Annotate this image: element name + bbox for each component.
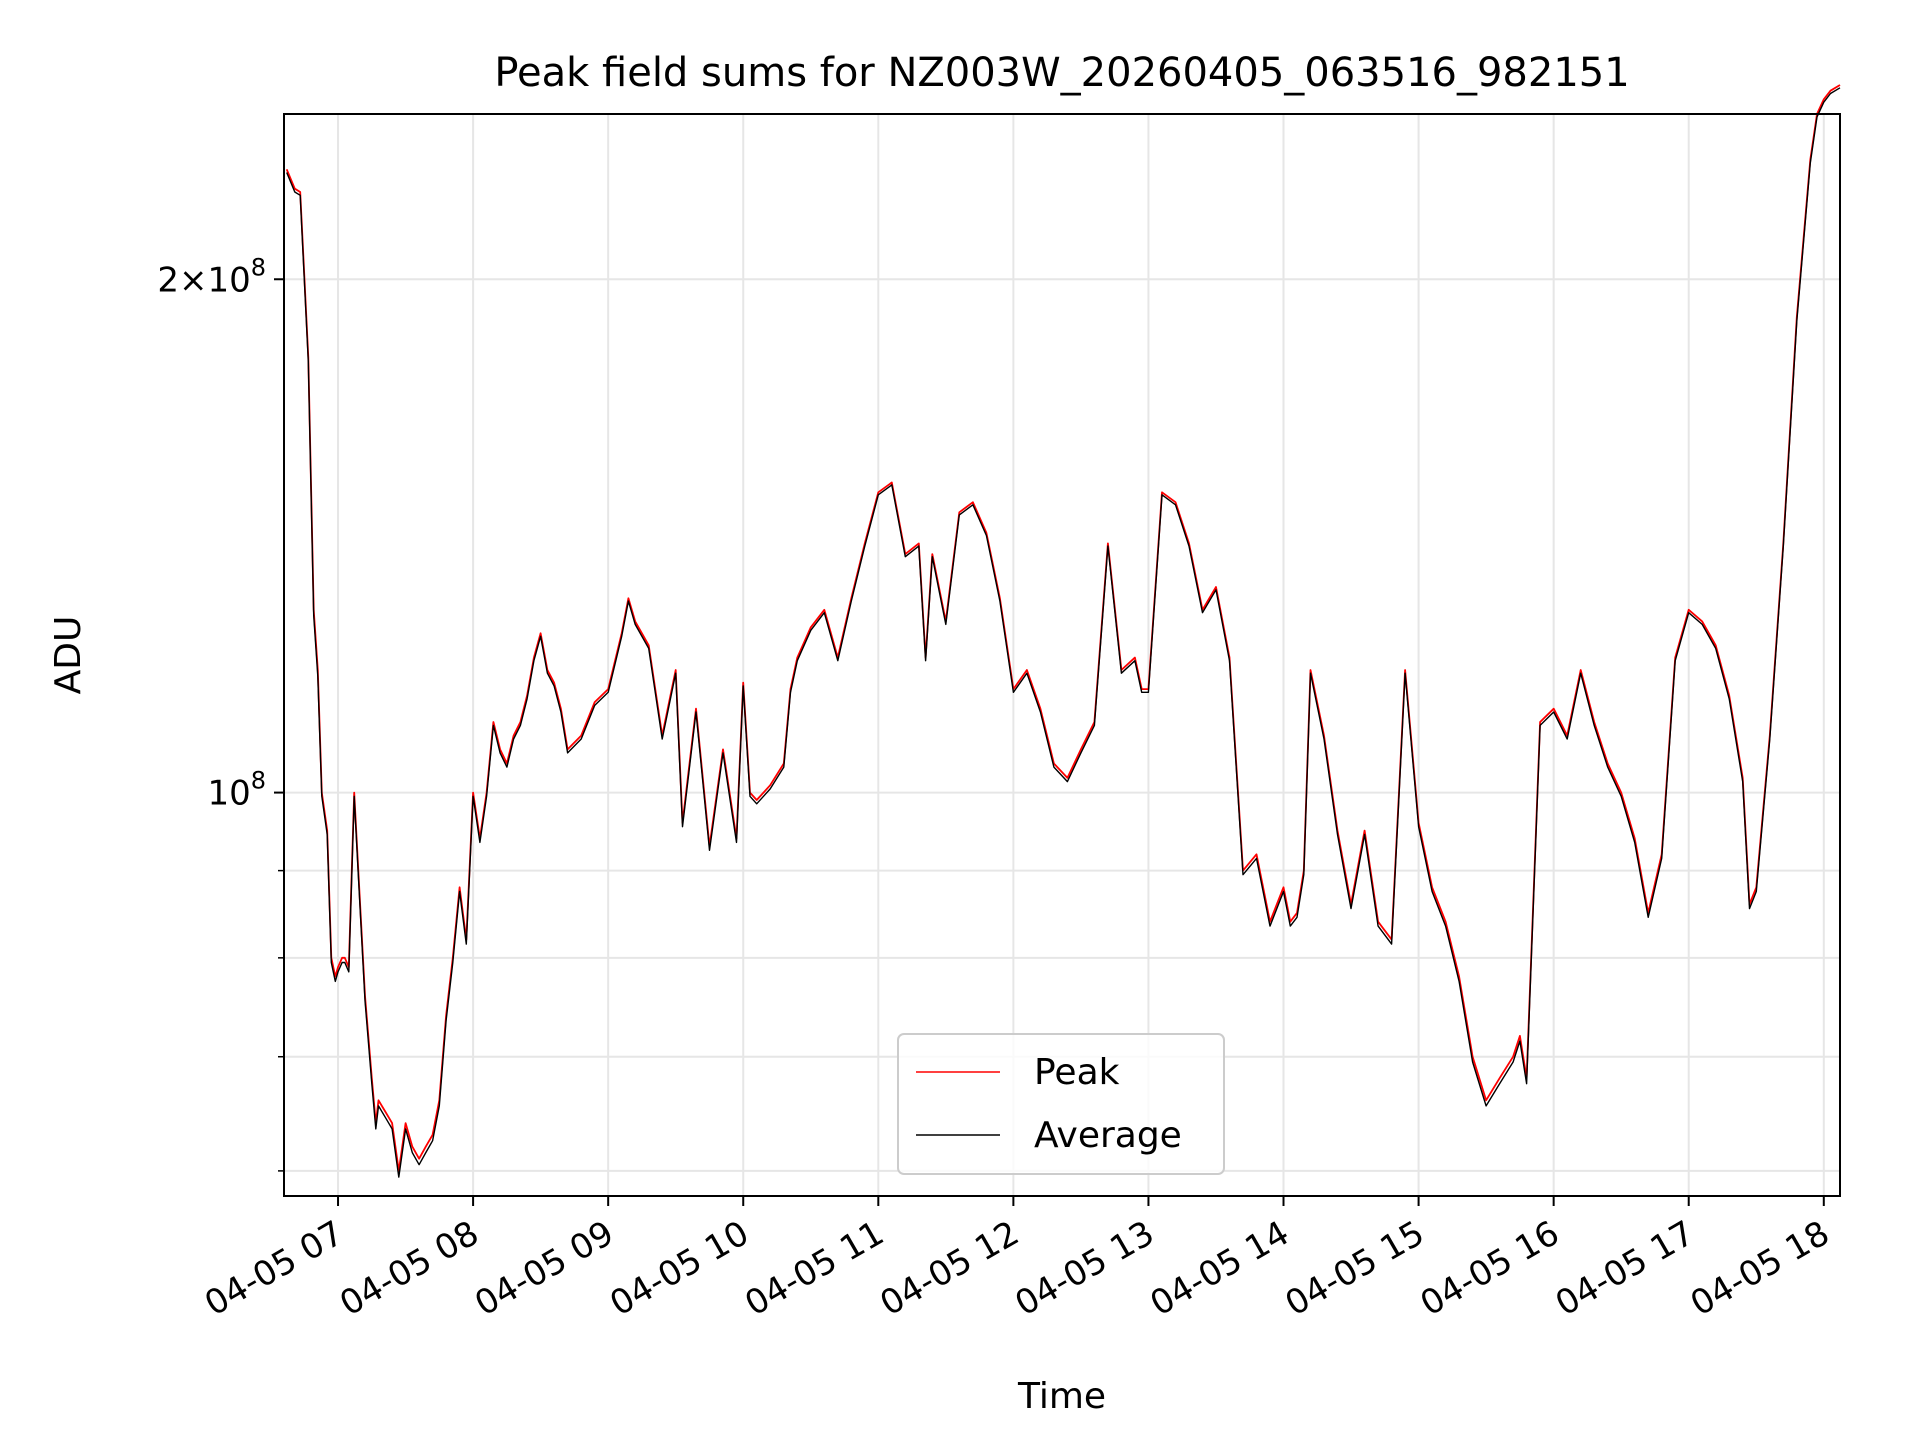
x-tick-label: 04-05 17	[1549, 1213, 1701, 1324]
plot-lines	[285, 84, 1841, 1178]
x-tick-label: 04-05 12	[873, 1213, 1025, 1324]
plot-frame	[283, 113, 1841, 1197]
x-axis-label: Time	[1017, 1376, 1106, 1417]
y-tick-label: 2×108	[157, 253, 266, 300]
x-tick-label: 04-05 14	[1144, 1213, 1296, 1324]
y-axis-label: ADU	[48, 616, 89, 695]
x-tick-label: 04-05 13	[1009, 1213, 1161, 1324]
x-tick-label: 04-05 11	[738, 1213, 890, 1324]
series-line-average	[286, 87, 1841, 1178]
x-tick-label: 04-05 07	[198, 1213, 350, 1324]
chart-title: Peak field sums for NZ003W_20260405_0635…	[494, 50, 1629, 96]
legend-box	[897, 1033, 1225, 1175]
x-tick-label: 04-05 10	[603, 1213, 755, 1324]
legend: Peak Average	[897, 1033, 1225, 1175]
series-line-peak	[285, 84, 1841, 1172]
x-tick-label: 04-05 16	[1414, 1213, 1566, 1324]
x-tick-label: 04-05 18	[1684, 1213, 1836, 1324]
legend-label-average: Average	[1034, 1115, 1182, 1156]
x-tick-label: 04-05 15	[1279, 1213, 1431, 1324]
x-tick-label: 04-05 08	[333, 1213, 485, 1324]
y-tick-label: 108	[207, 767, 266, 814]
x-tick-label: 04-05 09	[468, 1213, 620, 1324]
legend-label-peak: Peak	[1034, 1052, 1120, 1093]
